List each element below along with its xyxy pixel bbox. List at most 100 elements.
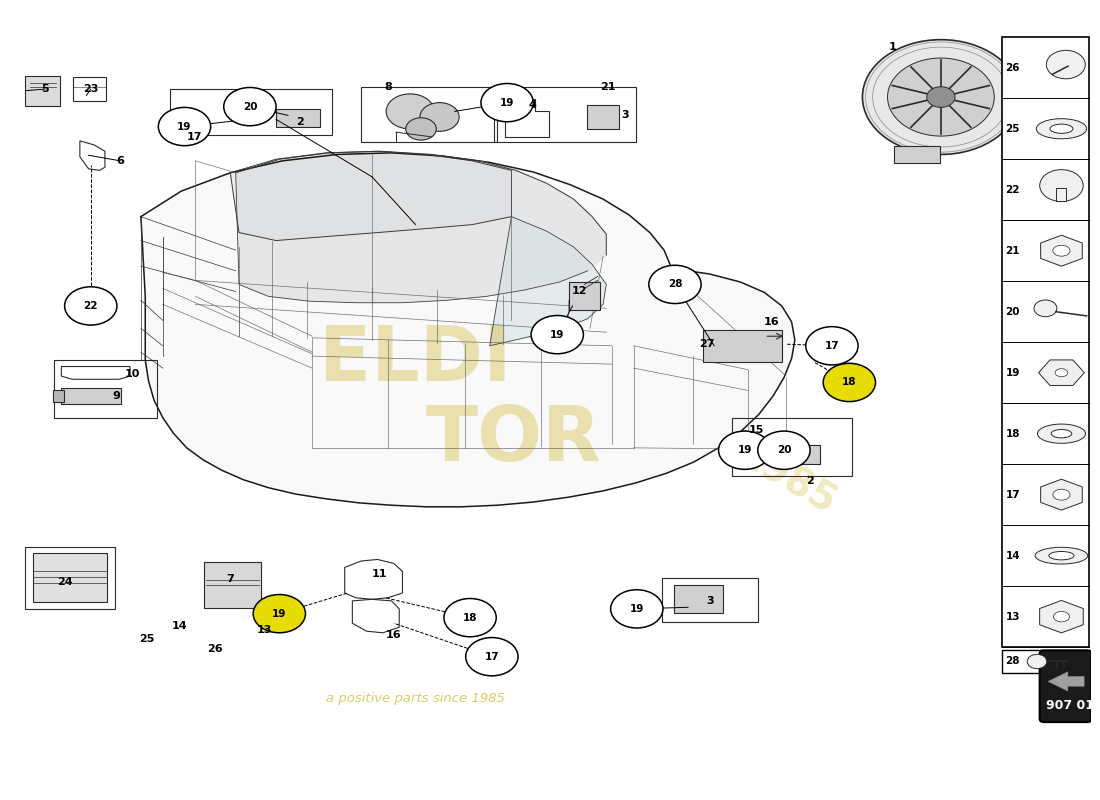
Bar: [60, 388, 121, 404]
Text: 5: 5: [41, 84, 48, 94]
Circle shape: [649, 266, 701, 303]
Text: 2: 2: [296, 117, 304, 126]
Circle shape: [158, 107, 211, 146]
Text: 19: 19: [737, 446, 752, 455]
Bar: [361, 87, 497, 142]
Circle shape: [823, 363, 876, 402]
Text: 27: 27: [698, 339, 714, 349]
Text: 25: 25: [1005, 124, 1020, 134]
Bar: [1002, 38, 1089, 647]
Circle shape: [718, 431, 771, 470]
Circle shape: [386, 94, 434, 129]
Circle shape: [927, 86, 955, 107]
Bar: [726, 446, 759, 462]
Text: 26: 26: [207, 644, 223, 654]
Bar: [205, 562, 261, 608]
Text: 16: 16: [386, 630, 402, 640]
Text: 18: 18: [843, 378, 857, 387]
Bar: [732, 418, 851, 476]
Text: 25: 25: [139, 634, 154, 644]
Text: 14: 14: [1005, 550, 1020, 561]
Circle shape: [862, 40, 1020, 154]
Text: 20: 20: [1005, 306, 1020, 317]
Text: 17: 17: [484, 652, 499, 662]
Text: 21: 21: [1005, 246, 1020, 256]
Bar: [276, 109, 320, 126]
Ellipse shape: [1037, 424, 1086, 443]
Polygon shape: [1041, 479, 1082, 510]
Circle shape: [531, 315, 583, 354]
Ellipse shape: [1052, 430, 1071, 438]
Text: 28: 28: [1005, 657, 1020, 666]
Ellipse shape: [1053, 490, 1070, 500]
Bar: [1056, 188, 1067, 202]
Text: 16: 16: [764, 317, 780, 327]
Text: TOR: TOR: [426, 403, 602, 477]
Text: 11: 11: [372, 569, 387, 578]
Circle shape: [806, 326, 858, 365]
Circle shape: [465, 638, 518, 676]
Text: 18: 18: [463, 613, 477, 622]
Circle shape: [253, 594, 306, 633]
Circle shape: [223, 87, 276, 126]
Circle shape: [1046, 50, 1086, 78]
Polygon shape: [1048, 672, 1085, 691]
Text: 907 01: 907 01: [1046, 699, 1094, 712]
Bar: [586, 105, 619, 129]
Text: 12: 12: [571, 286, 586, 296]
Circle shape: [406, 118, 437, 140]
Text: 22: 22: [1005, 185, 1020, 194]
Text: 17: 17: [1005, 490, 1020, 500]
Ellipse shape: [1045, 249, 1078, 256]
Text: 1: 1: [889, 42, 896, 52]
Text: ELDI: ELDI: [319, 323, 512, 397]
Circle shape: [888, 58, 994, 136]
Text: 7: 7: [227, 574, 234, 584]
Ellipse shape: [1053, 246, 1070, 256]
Text: 20: 20: [777, 446, 791, 455]
Bar: [703, 330, 782, 362]
Bar: [662, 578, 758, 622]
Ellipse shape: [1050, 124, 1072, 134]
Bar: [33, 553, 107, 602]
Text: 20: 20: [243, 102, 257, 112]
Text: 15: 15: [749, 426, 764, 435]
Bar: [53, 390, 64, 402]
Ellipse shape: [1044, 614, 1079, 622]
Text: 18: 18: [1005, 429, 1020, 438]
Polygon shape: [141, 153, 795, 507]
Text: 26: 26: [1005, 62, 1020, 73]
Circle shape: [1040, 170, 1084, 202]
Text: 21: 21: [600, 82, 615, 92]
Bar: [494, 87, 636, 142]
Text: a positive parts since 1985: a positive parts since 1985: [326, 693, 505, 706]
Text: 2: 2: [806, 476, 814, 486]
Bar: [25, 546, 114, 609]
Bar: [894, 146, 939, 163]
Polygon shape: [1041, 235, 1082, 266]
Circle shape: [481, 83, 534, 122]
Polygon shape: [1038, 360, 1085, 386]
FancyBboxPatch shape: [1040, 650, 1091, 722]
Text: 22: 22: [84, 301, 98, 311]
Circle shape: [610, 590, 663, 628]
Text: 24: 24: [57, 577, 73, 586]
Ellipse shape: [1035, 547, 1088, 564]
Text: 19: 19: [550, 330, 564, 340]
Polygon shape: [230, 151, 512, 241]
Circle shape: [1027, 654, 1047, 669]
Text: 10: 10: [124, 369, 140, 378]
Bar: [1002, 650, 1043, 674]
Text: 17: 17: [187, 132, 202, 142]
Text: 28: 28: [668, 279, 682, 290]
Text: 14: 14: [172, 622, 187, 631]
Text: 13: 13: [256, 625, 272, 634]
Bar: [674, 586, 724, 614]
Text: 19: 19: [629, 604, 644, 614]
Text: 3: 3: [621, 110, 628, 119]
Text: 19: 19: [177, 122, 191, 131]
Bar: [54, 360, 157, 418]
Text: 19: 19: [499, 98, 515, 108]
Ellipse shape: [1049, 551, 1074, 560]
Ellipse shape: [1036, 118, 1087, 138]
